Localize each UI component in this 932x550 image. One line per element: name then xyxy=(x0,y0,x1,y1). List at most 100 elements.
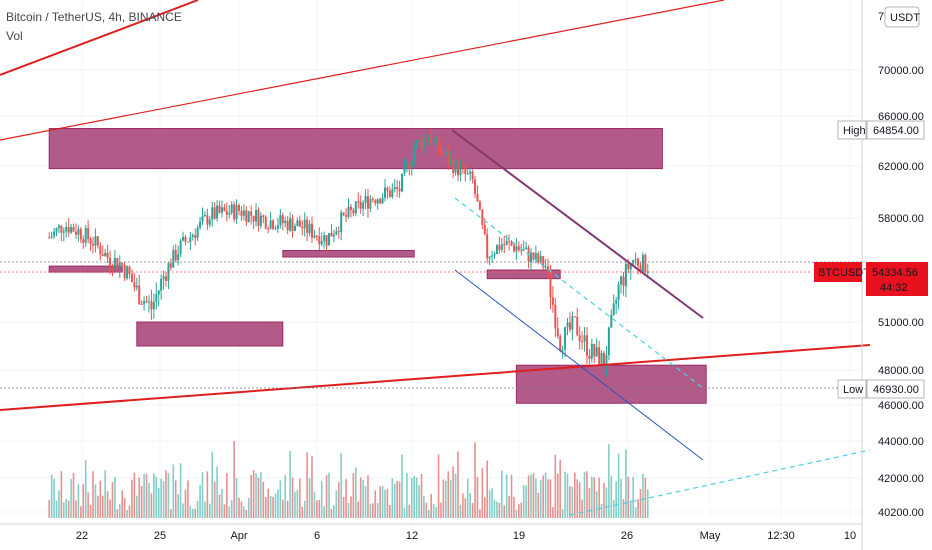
volume-bar xyxy=(289,450,291,518)
candle-body xyxy=(201,216,204,222)
candle-body xyxy=(605,355,608,367)
candle-body xyxy=(566,322,569,328)
volume-bar xyxy=(318,500,321,518)
volume-bar xyxy=(121,490,123,518)
price-zone[interactable] xyxy=(515,364,707,404)
candle-body xyxy=(607,327,610,356)
volume-bar xyxy=(67,500,70,518)
candle-body xyxy=(413,147,416,161)
volume-bar xyxy=(228,506,231,518)
volume-bar xyxy=(556,473,559,518)
volume-bar xyxy=(576,479,579,518)
channel-midline[interactable] xyxy=(454,197,704,389)
candle-body xyxy=(398,188,401,192)
candle-body xyxy=(364,196,367,203)
last-price-value: 54334.56 xyxy=(872,267,918,279)
candle-body xyxy=(257,209,260,226)
low-marker: Low 46930.00 xyxy=(837,379,925,399)
candle-body xyxy=(449,159,452,165)
volume-bar xyxy=(167,473,170,518)
volume-bar xyxy=(620,478,622,518)
volume-bar xyxy=(196,500,199,518)
candle-body xyxy=(147,301,150,303)
candle-body xyxy=(77,229,80,235)
high-marker-label: High xyxy=(843,125,866,137)
volume-bar xyxy=(264,496,267,518)
candle-body xyxy=(639,265,642,272)
volume-bar xyxy=(588,488,591,518)
candle-body xyxy=(617,284,620,301)
volume-bar xyxy=(75,500,77,518)
volume-bar xyxy=(647,489,649,518)
volume-bar xyxy=(87,492,89,518)
volume-bar xyxy=(530,474,532,518)
volume-bar xyxy=(303,500,306,518)
currency-badge-box xyxy=(884,6,920,28)
channel-upper[interactable] xyxy=(451,129,704,319)
volume-bar xyxy=(209,503,211,518)
price-tick-label: 66000.00 xyxy=(878,111,924,123)
volume-bar xyxy=(430,493,433,518)
trend-drawings[interactable] xyxy=(0,0,871,516)
price-zone[interactable] xyxy=(48,265,123,273)
volume-bar xyxy=(464,498,467,518)
candle-body xyxy=(622,276,625,286)
volume-bar xyxy=(408,504,411,518)
volume-bar xyxy=(513,496,515,518)
candle-body xyxy=(220,207,223,213)
volume-bar xyxy=(170,509,172,518)
trendline-upper[interactable] xyxy=(0,0,725,141)
volume-bar xyxy=(299,478,301,518)
candle-body xyxy=(194,235,197,238)
volume-bar xyxy=(578,482,581,518)
volume-bar xyxy=(109,499,111,518)
projection-line[interactable] xyxy=(569,449,871,516)
volume-label[interactable]: Vol xyxy=(6,29,23,43)
channel-lower[interactable] xyxy=(454,269,704,461)
candle-body xyxy=(203,215,206,217)
volume-bar xyxy=(189,505,192,518)
currency-badge[interactable]: USDT xyxy=(884,6,920,28)
time-axis[interactable]: 22 25 Apr 6 12 19 26 May 12:30 10 xyxy=(0,523,862,542)
candle-body xyxy=(503,244,506,246)
volume-bar xyxy=(481,468,484,518)
candle-body xyxy=(72,226,75,232)
candle-body xyxy=(520,249,523,251)
candle-body xyxy=(293,226,296,232)
candle-body xyxy=(532,252,535,260)
candle-body xyxy=(354,201,357,214)
volume-bar xyxy=(508,496,510,518)
price-zone[interactable] xyxy=(486,269,561,280)
volume-bar xyxy=(260,472,262,518)
volume-bar xyxy=(106,491,109,518)
candle-body xyxy=(138,285,141,304)
candle-body xyxy=(459,165,462,176)
trendline-support[interactable] xyxy=(0,344,871,411)
candle-body xyxy=(422,137,425,148)
volume-bar xyxy=(284,475,287,518)
trendline-steep[interactable] xyxy=(0,0,199,76)
volume-bar xyxy=(184,489,187,518)
volume-bar xyxy=(133,472,136,518)
candle-body xyxy=(510,242,513,246)
volume-bar xyxy=(216,466,218,518)
price-zone[interactable] xyxy=(136,321,284,347)
volume-bar xyxy=(82,484,85,518)
price-zone[interactable] xyxy=(48,128,663,170)
volume-bar xyxy=(350,496,352,518)
volume-bar xyxy=(501,470,503,518)
time-tick-label: 19 xyxy=(513,530,525,542)
candle-body xyxy=(296,220,299,227)
support-resistance-zones[interactable] xyxy=(48,128,707,404)
candle-body xyxy=(130,273,133,283)
symbol-title[interactable]: Bitcoin / TetherUS, 4h, BINANCE xyxy=(6,10,182,24)
price-zone[interactable] xyxy=(282,250,415,258)
volume-bar xyxy=(457,451,459,518)
high-marker-value-box xyxy=(866,120,925,140)
volume-bar xyxy=(627,476,630,518)
candle-body xyxy=(491,255,494,257)
candle-body xyxy=(315,235,318,237)
volume-bar xyxy=(145,474,148,518)
volume-bar xyxy=(160,478,162,518)
